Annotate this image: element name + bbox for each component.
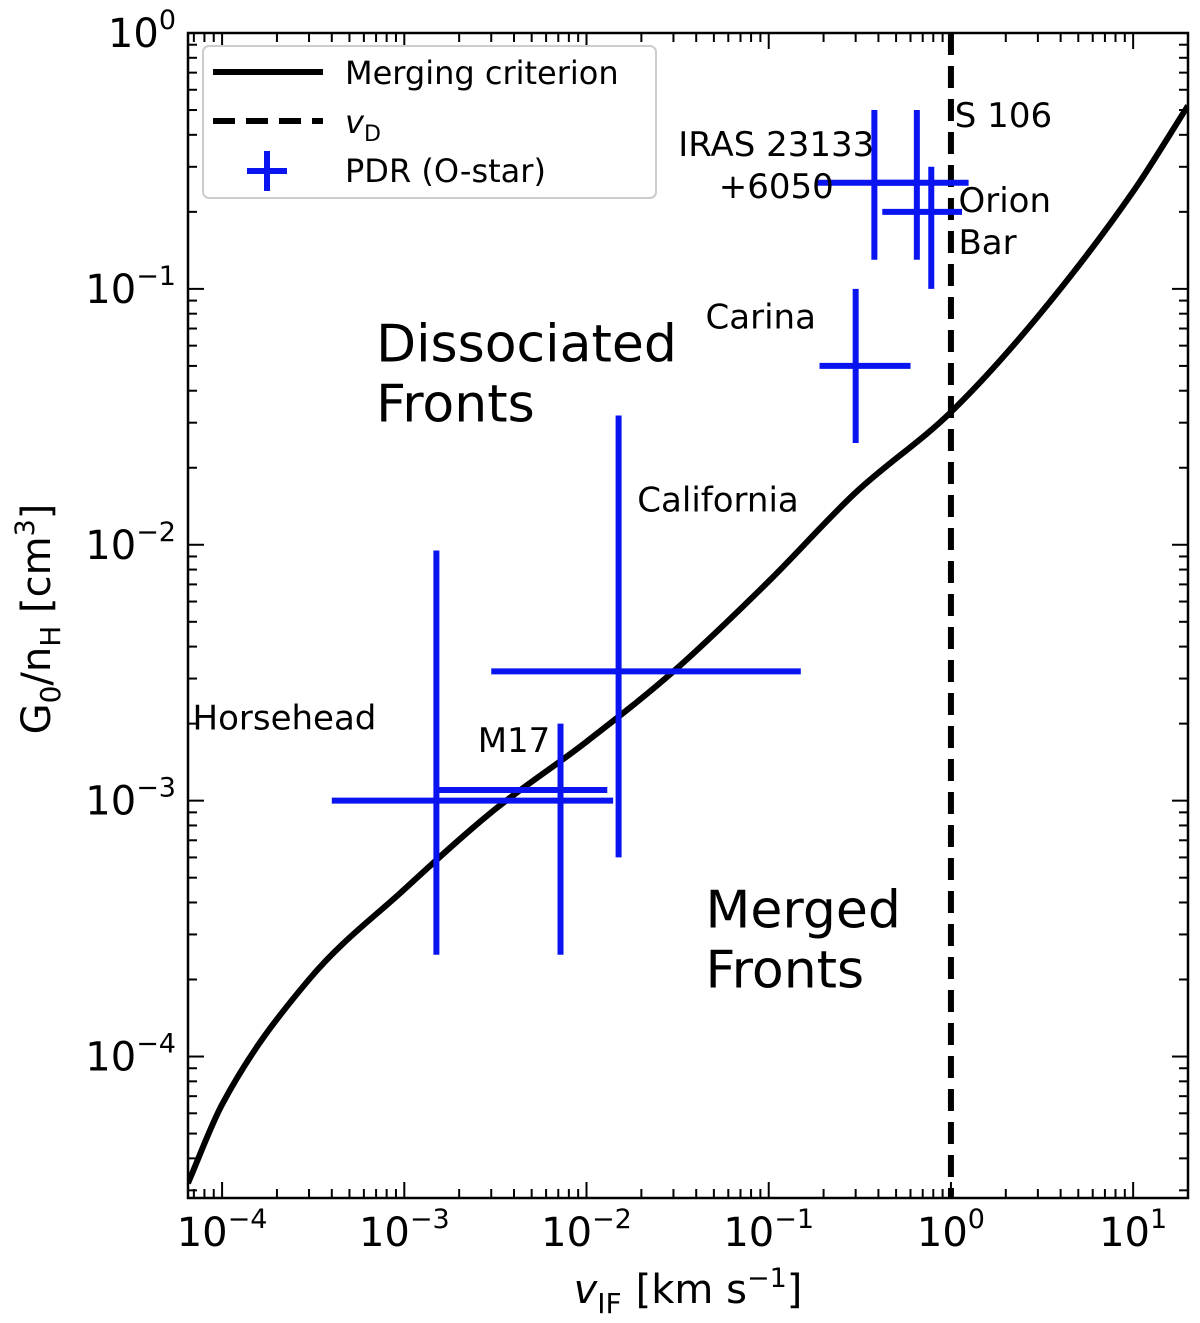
annotation-carina: Carina — [706, 298, 816, 338]
errorbar-horsehead — [331, 550, 614, 955]
errorbar-orion-bar — [882, 166, 962, 289]
region-label-dissociated: Dissociated Fronts — [376, 315, 677, 435]
merging-criterion-line — [188, 104, 1188, 1185]
annotation-iras: IRAS 23133 +6050 — [678, 125, 874, 207]
y-axis-title: G0/nH [cm3] — [10, 504, 67, 735]
annotation-m17: M17 — [478, 721, 551, 761]
errorbar-carina — [819, 288, 911, 443]
curve-layer — [188, 33, 1188, 1198]
errorbar-california — [491, 415, 801, 858]
x-tick-label: 101 — [1099, 1204, 1167, 1256]
annotation-california: California — [637, 480, 798, 520]
y-tick-label: 10−2 — [85, 517, 176, 569]
plot-frame — [186, 31, 1190, 1200]
errorbar-m17 — [436, 723, 608, 955]
y-tick-label: 10−3 — [85, 773, 176, 825]
x-tick-label: 10−3 — [359, 1204, 450, 1256]
annotation-layer: IRAS 23133 +6050 S 106 Orion Bar Carina Califo… — [193, 96, 1053, 1000]
legend-swatch-pdr — [247, 151, 287, 191]
axes: 10−4 10−3 10−2 10−1 100 101 10−4 10−3 10−2 10−1 10… — [85, 5, 1190, 1256]
region-label-merged: Merged Fronts — [706, 880, 901, 1000]
errorbar-s-106 — [874, 110, 969, 260]
y-tick-label: 10−4 — [85, 1029, 176, 1081]
x-tick-label: 10−4 — [177, 1204, 268, 1256]
legend-frame — [202, 45, 657, 199]
x-tick-label: 100 — [917, 1204, 985, 1256]
x-axis-title: vIF [km s−1] — [574, 1263, 803, 1320]
annotation-horsehead: Horsehead — [193, 698, 377, 738]
y-tick-label: 100 — [108, 5, 176, 57]
y-tick-label: 10−1 — [85, 261, 176, 313]
x-tick-label: 10−1 — [723, 1204, 814, 1256]
legend-label-vd: vD — [345, 103, 381, 147]
errorbar-layer — [331, 110, 969, 955]
legend-label-pdr: PDR (O-star) — [345, 152, 546, 190]
legend: Merging criterion vD PDR (O-star) — [202, 45, 657, 199]
annotation-orion: Orion Bar — [958, 181, 1051, 263]
annotation-s106: S 106 — [955, 96, 1052, 136]
x-tick-label: 10−2 — [541, 1204, 632, 1256]
legend-label-merging-criterion: Merging criterion — [345, 54, 619, 92]
